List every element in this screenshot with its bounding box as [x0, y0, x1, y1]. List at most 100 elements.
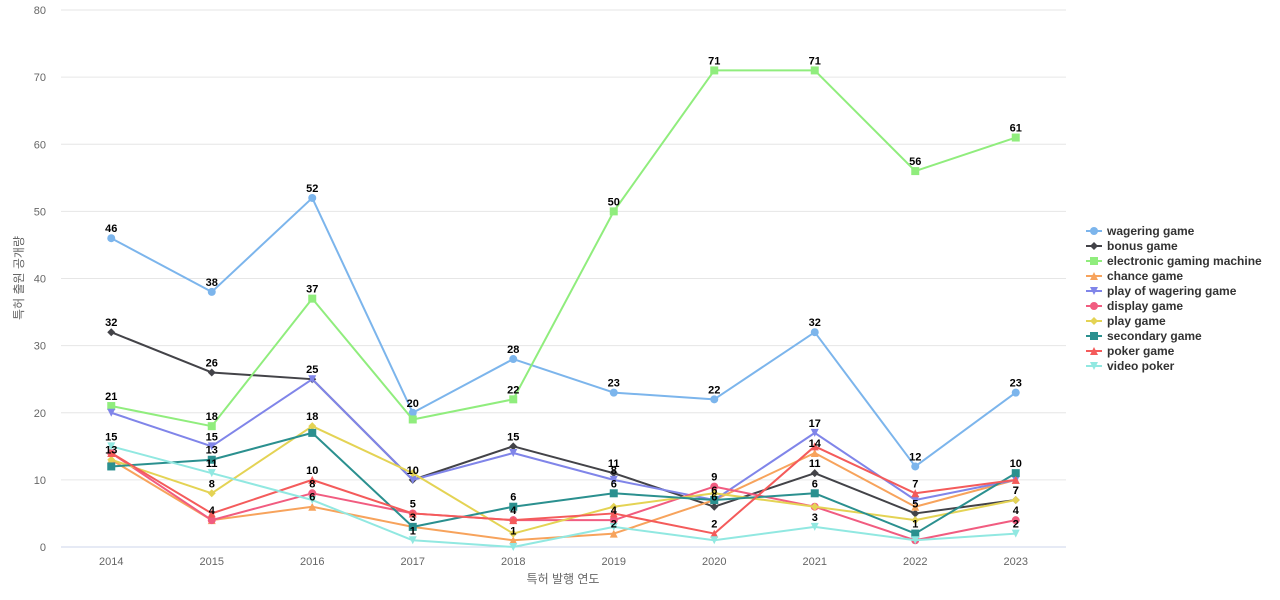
data-point — [207, 442, 216, 451]
data-point — [207, 509, 216, 518]
legend-item[interactable]: secondary game — [1086, 329, 1202, 343]
data-label: 6 — [309, 492, 315, 504]
data-labels: 4638522028232232122332261015116115721183… — [105, 55, 1022, 537]
data-point — [1090, 317, 1098, 325]
data-point — [107, 442, 116, 451]
x-axis-title: 특허 발행 연도 — [527, 571, 600, 586]
data-point — [1090, 272, 1098, 280]
data-point — [810, 428, 819, 437]
data-point — [1011, 133, 1020, 142]
legend-item[interactable]: chance game — [1086, 269, 1183, 283]
data-point — [308, 422, 317, 431]
data-point — [1011, 529, 1020, 538]
legend-item[interactable]: play game — [1086, 314, 1166, 328]
data-point — [107, 408, 116, 417]
data-label: 8 — [309, 478, 315, 490]
data-point — [710, 529, 719, 538]
legend-item[interactable]: display game — [1086, 299, 1183, 313]
legend-item[interactable]: play of wagering game — [1086, 284, 1237, 298]
data-point — [207, 489, 216, 498]
data-label: 3 — [410, 512, 416, 524]
data-label: 71 — [809, 55, 821, 67]
data-label: 4 — [1013, 505, 1020, 517]
data-point — [107, 462, 116, 471]
data-label: 10 — [306, 465, 318, 477]
series-line — [111, 69, 1017, 428]
data-label: 6 — [711, 485, 717, 497]
data-point — [207, 422, 216, 431]
data-label: 22 — [507, 384, 519, 396]
data-label: 46 — [105, 223, 117, 235]
data-point — [308, 193, 317, 202]
data-label: 6 — [510, 492, 516, 504]
data-point — [609, 469, 618, 478]
data-label: 7 — [912, 478, 918, 490]
data-label: 7 — [1013, 485, 1019, 497]
series-display-game — [107, 449, 1020, 545]
data-point — [609, 502, 618, 511]
data-point — [308, 375, 317, 384]
legend-item[interactable]: wagering game — [1086, 224, 1195, 238]
legend-item[interactable]: poker game — [1086, 344, 1175, 358]
series-wagering-game — [107, 193, 1020, 471]
data-point — [1011, 496, 1020, 505]
legend-item[interactable]: bonus game — [1086, 239, 1178, 253]
data-label: 1 — [510, 525, 516, 537]
data-label: 32 — [105, 317, 117, 329]
data-label: 32 — [809, 317, 821, 329]
data-label: 1 — [912, 519, 918, 531]
data-point — [810, 469, 819, 478]
legend-label: video poker — [1107, 359, 1175, 373]
data-point — [509, 355, 518, 364]
data-point — [408, 522, 417, 531]
data-point — [207, 516, 216, 525]
data-point — [509, 395, 518, 404]
data-label: 1 — [410, 525, 416, 537]
x-tick-label: 2020 — [702, 556, 726, 568]
data-point — [509, 516, 518, 525]
data-point — [408, 415, 417, 424]
series-line — [110, 445, 1016, 535]
series-line — [110, 331, 1016, 515]
series-line — [111, 431, 1017, 535]
series-line — [110, 445, 1016, 548]
data-label: 8 — [209, 478, 215, 490]
x-tick-label: 2018 — [501, 556, 525, 568]
data-point — [1011, 516, 1020, 525]
y-tick-label: 80 — [34, 5, 46, 17]
data-point — [509, 543, 518, 551]
data-label: 13 — [105, 445, 117, 457]
data-point — [1090, 242, 1098, 250]
data-point — [408, 408, 417, 417]
data-point — [107, 328, 116, 337]
series-line — [110, 378, 1016, 502]
data-point — [107, 234, 116, 243]
data-label: 56 — [909, 156, 921, 168]
data-point — [810, 502, 819, 511]
y-tick-label: 10 — [34, 475, 46, 487]
x-tick-label: 2019 — [602, 556, 626, 568]
y-tick-label: 40 — [34, 274, 46, 286]
data-point — [710, 66, 719, 75]
data-label: 2 — [711, 519, 717, 531]
data-label: 61 — [1010, 123, 1022, 135]
data-point — [911, 536, 920, 545]
series-play-of-wagering-game — [107, 375, 1020, 505]
data-point — [609, 388, 618, 397]
legend-item[interactable]: video poker — [1086, 359, 1175, 373]
data-point — [609, 489, 618, 498]
data-point — [207, 469, 216, 478]
data-point — [609, 516, 618, 525]
data-label: 6 — [812, 478, 818, 490]
y-tick-label: 50 — [34, 206, 46, 218]
data-point — [710, 489, 719, 498]
legend-item[interactable]: electronic gaming machine — [1086, 254, 1262, 268]
data-label: 4 — [510, 505, 517, 517]
data-label: 4 — [611, 505, 618, 517]
data-point — [308, 502, 317, 511]
data-point — [710, 536, 719, 545]
data-label: 15 — [105, 431, 117, 443]
